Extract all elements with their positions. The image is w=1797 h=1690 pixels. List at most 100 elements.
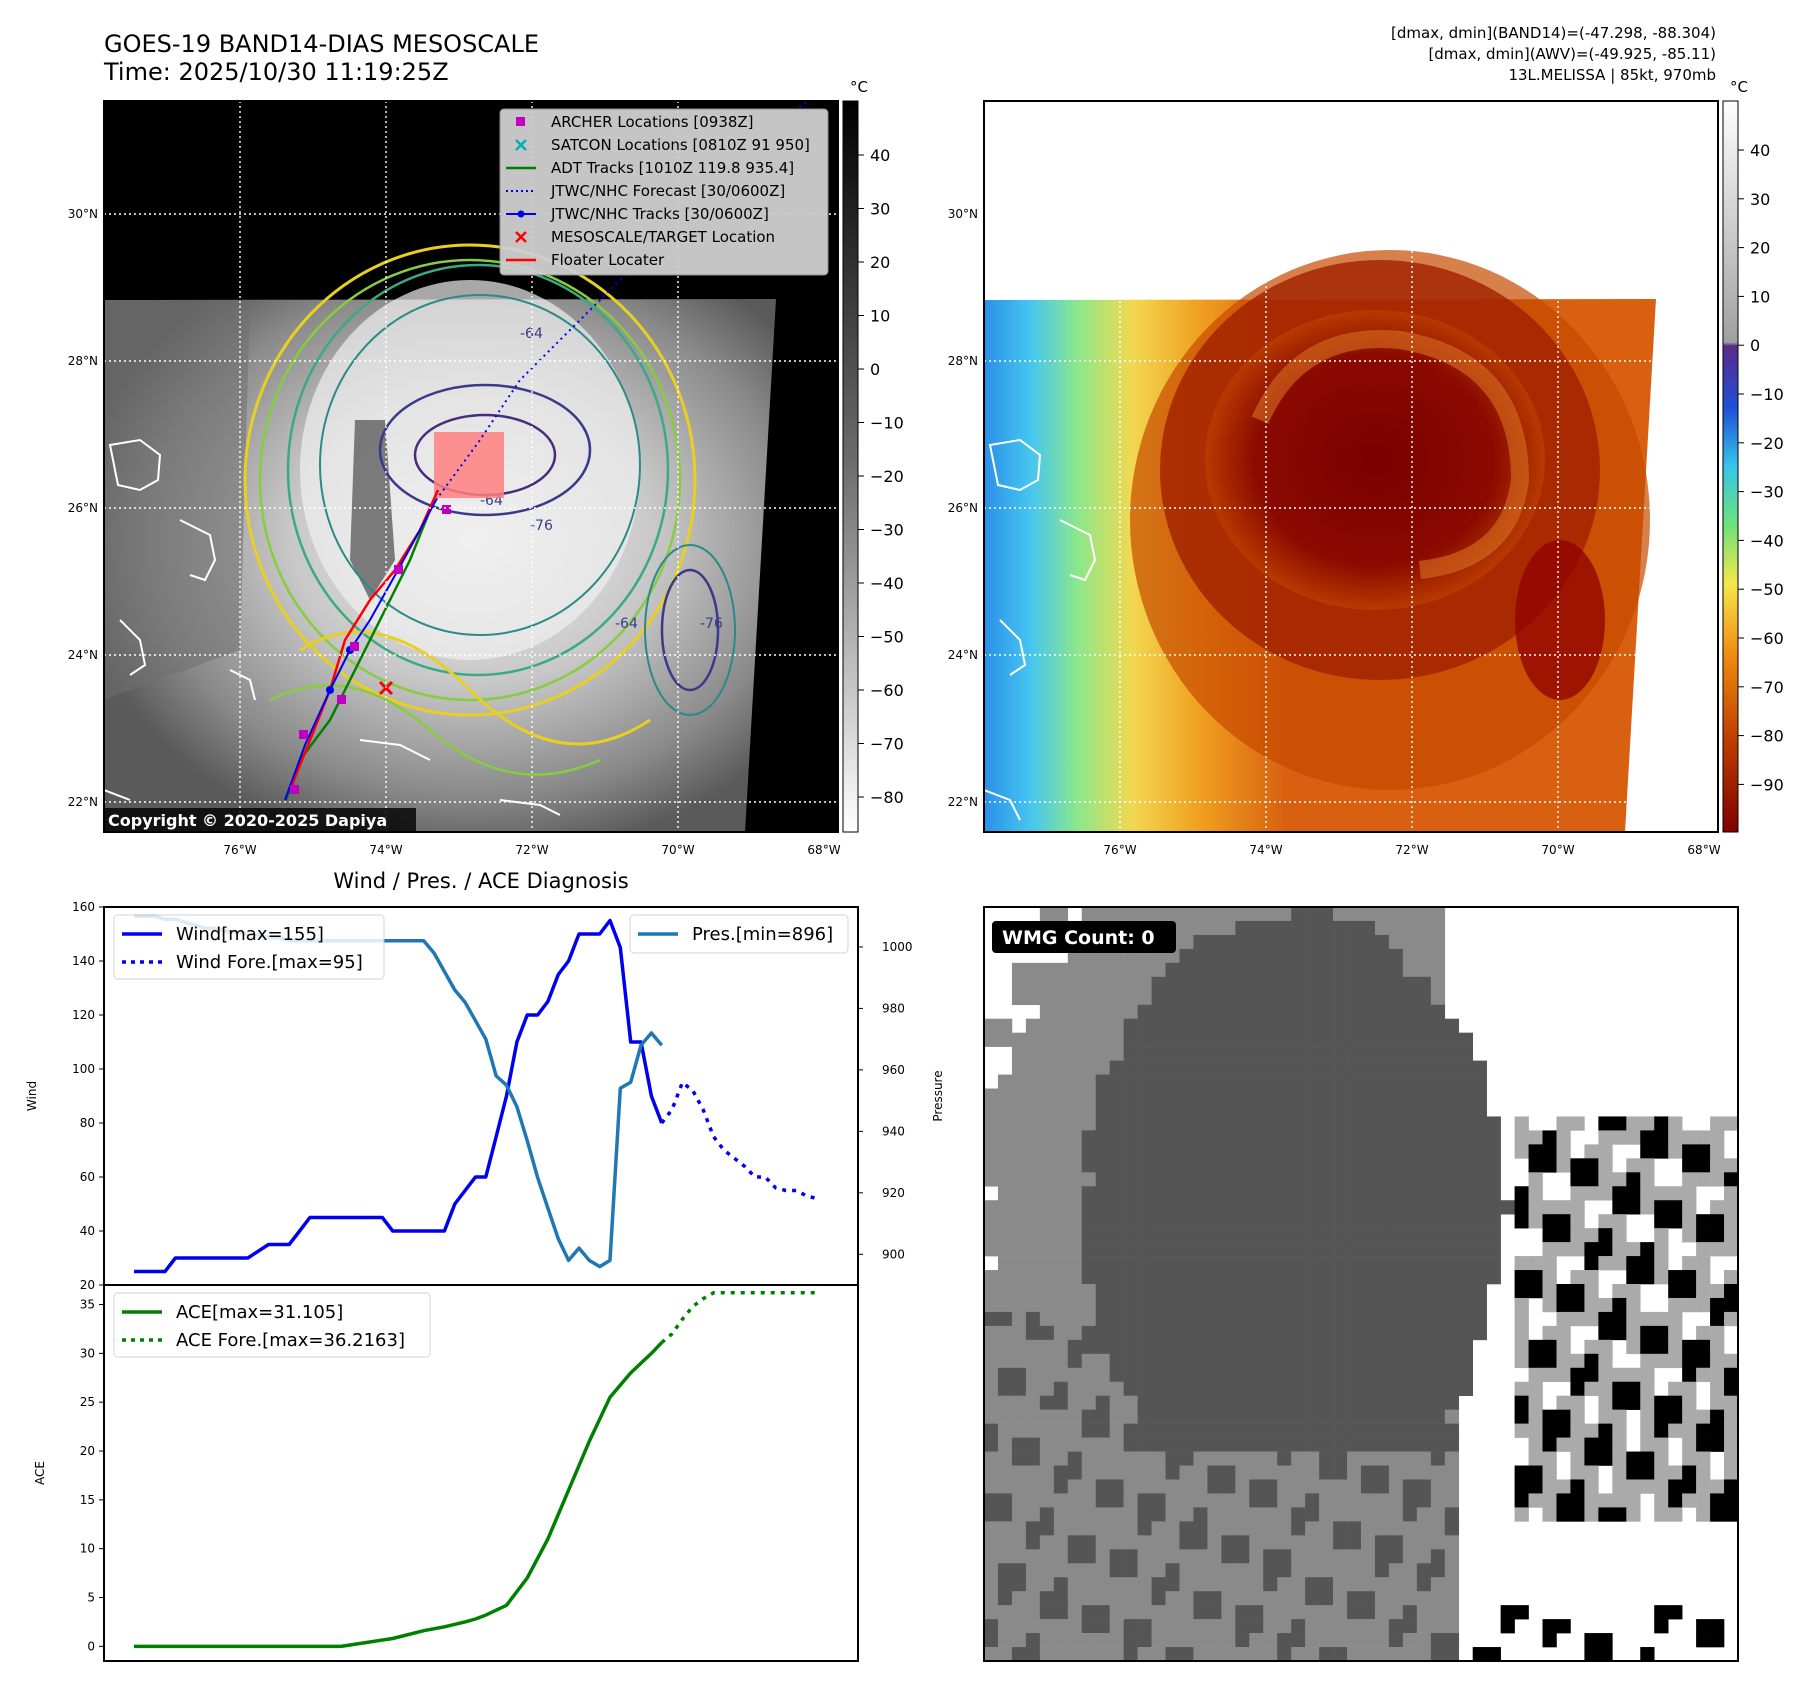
wmg-cell <box>1263 1619 1278 1634</box>
wmg-cell <box>1053 1046 1069 1061</box>
wmg-cell <box>1165 1325 1180 1341</box>
wmg-cell <box>1109 1158 1124 1173</box>
wmg-cell <box>1053 1381 1069 1396</box>
wmg-cell <box>1137 1549 1152 1564</box>
wmg-cell <box>1305 1423 1320 1438</box>
wmg-cell <box>1374 1102 1390 1117</box>
wmg-cell <box>1011 1619 1027 1634</box>
wmg-cell <box>1388 1214 1404 1229</box>
wmg-cell <box>997 1325 1013 1341</box>
wmg-cell <box>1081 1088 1096 1103</box>
wmg-cell <box>1081 1004 1096 1019</box>
wmg-cell <box>1277 1102 1292 1117</box>
wmg-cell <box>1612 1200 1627 1215</box>
wmg-cell <box>1277 1158 1292 1173</box>
wmg-cell <box>1081 1172 1096 1187</box>
wmg-cell <box>1221 1619 1236 1634</box>
wmg-cell <box>1109 1018 1124 1033</box>
wmg-cell <box>1291 1186 1306 1201</box>
wmg-cell <box>1514 1465 1529 1480</box>
wmg-cell <box>1109 1437 1124 1452</box>
wmg-cell <box>1263 1144 1278 1159</box>
copyright-text: Copyright © 2020-2025 Dapiya <box>108 811 387 830</box>
wmg-cell <box>1374 1116 1390 1131</box>
wmg-cell <box>1528 1353 1543 1369</box>
svg-text:70°W: 70°W <box>1541 843 1574 857</box>
wmg-cell <box>1109 1605 1124 1620</box>
wmg-cell <box>1067 1144 1083 1159</box>
wmg-cell <box>1179 976 1194 992</box>
left-colorbar-tick: −20 <box>870 467 904 486</box>
wmg-cell <box>1374 1270 1390 1285</box>
wmg-cell <box>1081 1409 1096 1424</box>
wmg-cell <box>1668 1130 1683 1145</box>
wmg-cell <box>1095 1158 1110 1173</box>
right-colorbar-tick: −20 <box>1750 434 1784 453</box>
wmg-cell <box>1193 1214 1208 1229</box>
wmg-cell <box>1347 934 1362 950</box>
wmg-cell <box>1039 1409 1055 1424</box>
wmg-cell <box>1430 1270 1446 1285</box>
wmg-cell <box>1710 1325 1725 1341</box>
wmg-cell <box>1081 1381 1096 1396</box>
wmg-cell <box>1123 1535 1138 1550</box>
wmg-cell <box>1724 1270 1739 1285</box>
wmg-cell <box>1193 1228 1208 1243</box>
wmg-cell <box>1333 1563 1348 1578</box>
wmg-cell <box>1249 1437 1264 1452</box>
wmg-cell <box>1193 1451 1208 1466</box>
wmg-cell <box>1374 1381 1390 1396</box>
wmg-cell <box>1235 948 1250 964</box>
left-colorbar-tick: −70 <box>870 735 904 754</box>
wmg-cell <box>1053 1577 1069 1592</box>
wmg-cell <box>1249 1074 1264 1089</box>
wmg-cell <box>997 1158 1013 1173</box>
wmg-cell <box>1053 1647 1069 1662</box>
wmg-cell <box>1053 1214 1069 1229</box>
wmg-cell <box>1682 1284 1697 1299</box>
wmg-cell <box>1179 948 1194 964</box>
wmg-cell <box>1444 1200 1460 1215</box>
wmg-cell <box>1347 1144 1362 1159</box>
wmg-cell <box>1710 1297 1725 1313</box>
wmg-cell <box>1374 1339 1390 1355</box>
wmg-cell <box>1137 907 1152 922</box>
wmg-cell <box>1235 1507 1250 1522</box>
wmg-cell <box>1710 1437 1725 1452</box>
wmg-cell <box>1388 1381 1404 1396</box>
wmg-cell <box>1165 1172 1180 1187</box>
wmg-cell <box>1235 1395 1250 1410</box>
wmg-cell <box>1430 1563 1446 1578</box>
wmg-cell <box>1039 1284 1055 1299</box>
wmg-cell <box>1095 990 1110 1006</box>
wmg-cell <box>1193 962 1208 978</box>
wmg-cell <box>1179 1032 1194 1047</box>
wmg-cell <box>1319 1060 1334 1075</box>
wmg-cell <box>1514 1256 1529 1271</box>
wind-forecast-series-line <box>660 1080 818 1201</box>
wind-tick-label: 40 <box>80 1224 95 1238</box>
wmg-cell <box>1165 1186 1180 1201</box>
wmg-cell <box>1305 1437 1320 1452</box>
wmg-cell <box>1584 1479 1599 1494</box>
wmg-cell <box>1053 1144 1069 1159</box>
wmg-cell <box>1291 1507 1306 1522</box>
wmg-cell <box>1165 1270 1180 1285</box>
wmg-cell <box>1025 1186 1041 1201</box>
wmg-cell <box>1388 1563 1404 1578</box>
wmg-cell <box>1277 1242 1292 1257</box>
wmg-cell <box>1598 1493 1613 1508</box>
wmg-cell <box>1067 1507 1083 1522</box>
wmg-cell <box>1402 1018 1418 1033</box>
wmg-cell <box>1710 1284 1725 1299</box>
wmg-cell <box>1388 1130 1404 1145</box>
wmg-cell <box>1067 1353 1083 1369</box>
wmg-cell <box>1612 1256 1627 1271</box>
wmg-cell <box>1361 1270 1376 1285</box>
wmg-cell <box>1374 1535 1390 1550</box>
left-colorbar-tick: −60 <box>870 681 904 700</box>
wmg-cell <box>1067 962 1083 978</box>
wmg-cell <box>1430 920 1446 936</box>
wmg-cell <box>1221 1228 1236 1243</box>
wmg-cell <box>1081 1535 1096 1550</box>
